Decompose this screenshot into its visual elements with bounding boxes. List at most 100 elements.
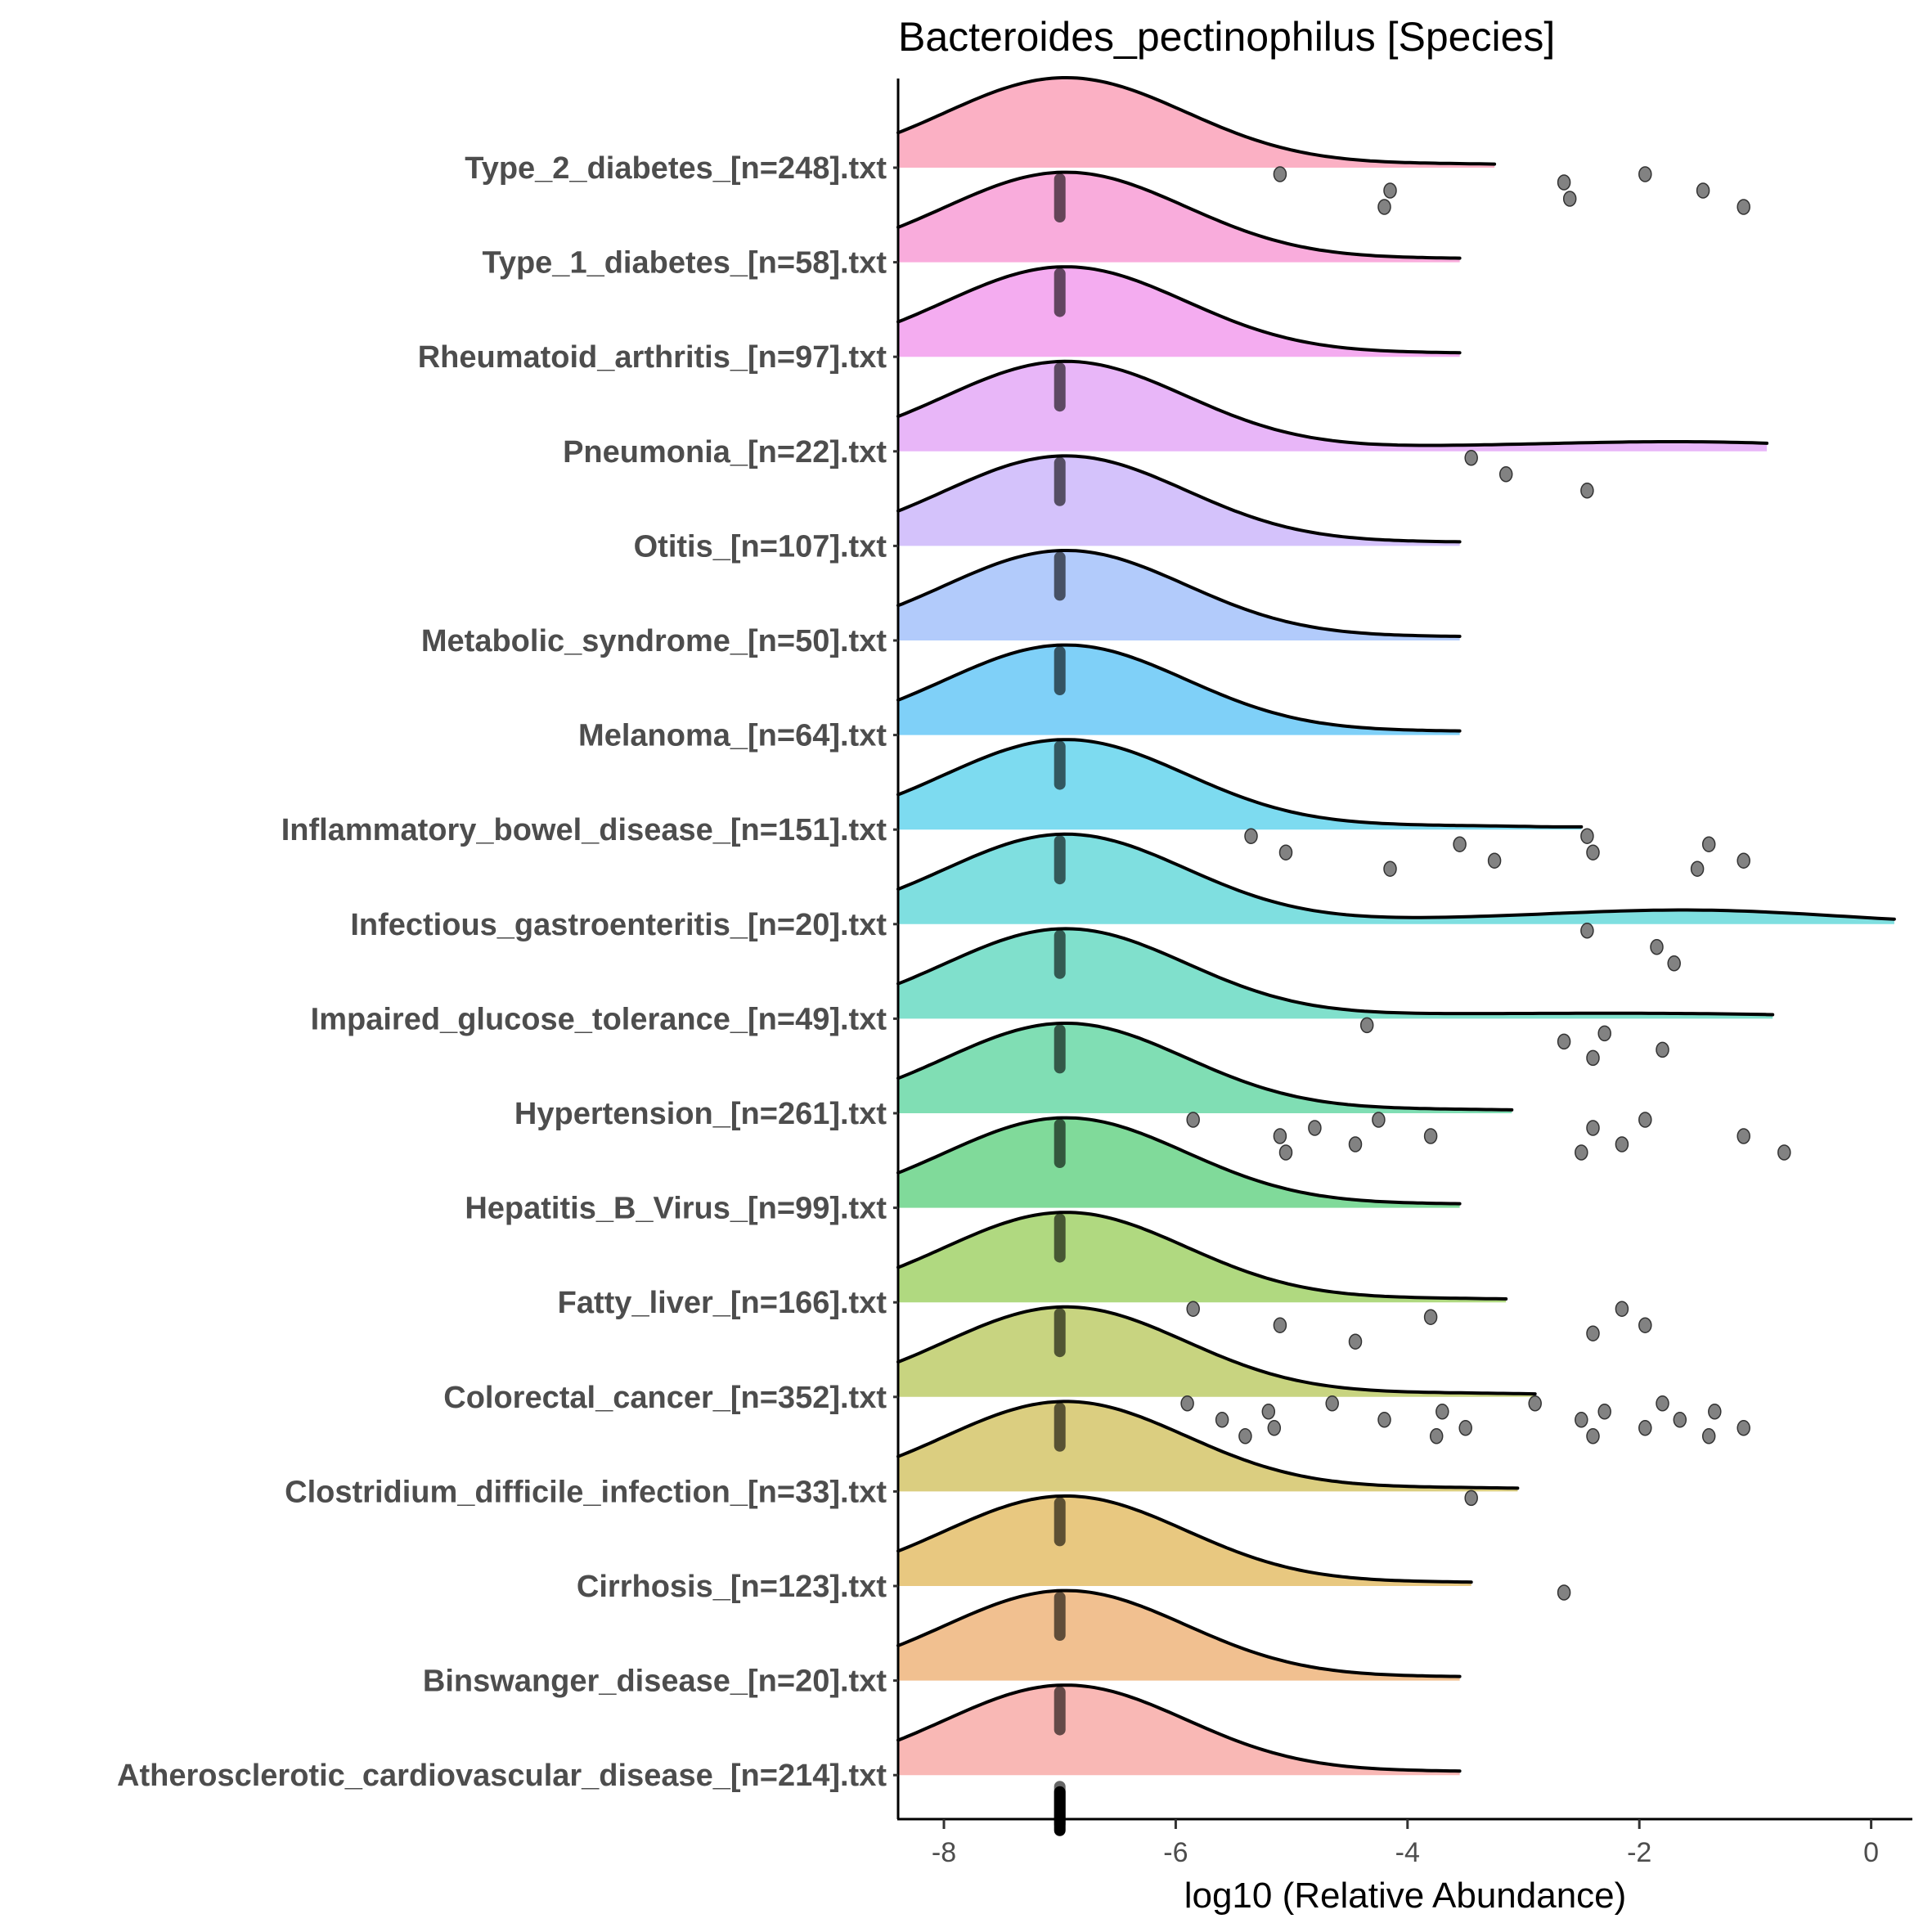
ridge-fill — [898, 833, 1894, 924]
outlier-point — [1273, 166, 1287, 182]
outlier-point — [1638, 1317, 1652, 1333]
outlier-point — [1656, 1041, 1669, 1058]
outlier-point — [1696, 182, 1710, 199]
y-tick-label: Infectious_gastroenteritis_[n=20].txt — [350, 908, 887, 942]
outlier-point — [1673, 1412, 1687, 1428]
outlier-point — [1708, 1404, 1722, 1420]
outlier-point — [1586, 1428, 1600, 1445]
ridges-layer — [896, 76, 1896, 1776]
ridge-outline — [896, 643, 1462, 733]
outlier-point — [1597, 1404, 1611, 1420]
y-tick-label: Cirrhosis_[n=123].txt — [577, 1570, 887, 1604]
outlier-point — [1580, 828, 1594, 844]
outlier-point — [1273, 1317, 1287, 1333]
ridge-fill — [898, 1212, 1507, 1303]
ridge-outline — [896, 832, 1896, 921]
outlier-point — [1186, 1112, 1200, 1128]
outlier-point — [1615, 1136, 1629, 1152]
outlier-point — [1597, 1025, 1611, 1042]
y-tick-label: Melanoma_[n=64].txt — [578, 719, 887, 753]
outlier-point — [1580, 923, 1594, 939]
outlier-point — [1278, 844, 1293, 860]
x-tick-label: -8 — [932, 1837, 956, 1868]
ridge-outline — [896, 454, 1462, 544]
y-tick-label: Inflammatory_bowel_disease_[n=151].txt — [281, 813, 887, 847]
ridge-fill — [898, 172, 1460, 263]
outlier-point — [1261, 1404, 1276, 1420]
outlier-point — [1580, 483, 1594, 499]
outlier-point — [1273, 1128, 1287, 1144]
ridge-outline — [896, 927, 1775, 1017]
y-tick-label: Impaired_glucose_tolerance_[n=49].txt — [311, 1002, 887, 1036]
outlier-point — [1586, 1120, 1600, 1136]
outlier-point — [1186, 1301, 1200, 1317]
outlier-point — [1586, 1325, 1600, 1341]
y-tick-label: Type_1_diabetes_[n=58].txt — [482, 246, 887, 281]
outlier-point — [1575, 1412, 1588, 1428]
outlier-point — [1325, 1395, 1339, 1412]
outlier-point — [1423, 1309, 1438, 1325]
ridge-fill — [898, 1117, 1460, 1208]
outlier-point — [1464, 450, 1478, 466]
ridge-fill — [898, 1590, 1460, 1681]
outlier-point — [1436, 1404, 1449, 1420]
y-tick-label: Colorectal_cancer_[n=352].txt — [443, 1381, 887, 1415]
y-tick-label: Rheumatoid_arthritis_[n=97].txt — [418, 340, 887, 375]
outlier-point — [1557, 1584, 1571, 1601]
y-tick-label: Hypertension_[n=261].txt — [514, 1097, 887, 1131]
ridge-outline — [896, 1022, 1514, 1112]
outlier-point — [1215, 1412, 1229, 1428]
outlier-point — [1701, 1428, 1716, 1445]
outlier-point — [1557, 174, 1571, 191]
outlier-point — [1528, 1395, 1542, 1412]
outlier-point — [1586, 844, 1600, 860]
ridge-fill — [898, 361, 1768, 452]
ridge-outline — [896, 738, 1584, 829]
y-axis — [893, 79, 900, 1819]
outlier-point — [1557, 1033, 1571, 1050]
outlier-point — [1464, 1489, 1478, 1507]
outlier-point — [1377, 1412, 1391, 1428]
ridge-fill — [898, 78, 1495, 168]
ridge-fill — [898, 645, 1460, 735]
ridge-fill — [898, 928, 1773, 1019]
ridge-fill — [898, 1023, 1512, 1113]
outlier-point — [1690, 860, 1705, 877]
outlier-point — [1562, 191, 1577, 207]
ridge-fill — [898, 267, 1460, 357]
ridge-outline — [896, 76, 1497, 166]
ridge-fill — [898, 550, 1460, 640]
x-tick-label: -2 — [1627, 1837, 1651, 1868]
outlier-point — [1458, 1420, 1472, 1436]
outlier-point — [1453, 836, 1467, 852]
outlier-point — [1638, 1420, 1652, 1436]
outlier-point — [1372, 1112, 1386, 1128]
y-tick-label: Pneumonia_[n=22].txt — [563, 435, 887, 470]
ridge-outline — [896, 1305, 1537, 1396]
outlier-point — [1667, 955, 1681, 972]
ridge-outline — [896, 1683, 1462, 1773]
outlier-point — [1487, 852, 1502, 869]
chart-title: Bacteroides_pectinophilus [Species] — [898, 14, 1555, 60]
ridge-fill — [898, 1685, 1460, 1776]
y-tick-label: Atherosclerotic_cardiovascular_disease_[… — [117, 1759, 887, 1793]
outlier-point — [1244, 828, 1258, 844]
y-tick-label: Otitis_[n=107].txt — [634, 529, 887, 564]
outlier-point — [1359, 1017, 1374, 1034]
outlier-point — [1737, 1420, 1750, 1436]
outlier-point — [1638, 166, 1652, 182]
x-tick-label: -4 — [1395, 1837, 1420, 1868]
outlier-point — [1278, 1144, 1293, 1161]
outlier-point — [1615, 1301, 1629, 1317]
ridge-outline — [896, 549, 1462, 638]
outlier-point — [1650, 939, 1664, 955]
outlier-point — [1701, 836, 1716, 852]
points-layer — [1054, 166, 1791, 1836]
outlier-point — [1737, 199, 1750, 215]
outlier-point — [1383, 860, 1397, 877]
outlier-point — [1383, 182, 1397, 199]
ridge-outline — [896, 1211, 1508, 1301]
outlier-point — [1429, 1428, 1444, 1445]
outlier-point — [1423, 1128, 1438, 1144]
outlier-point — [1348, 1333, 1363, 1350]
